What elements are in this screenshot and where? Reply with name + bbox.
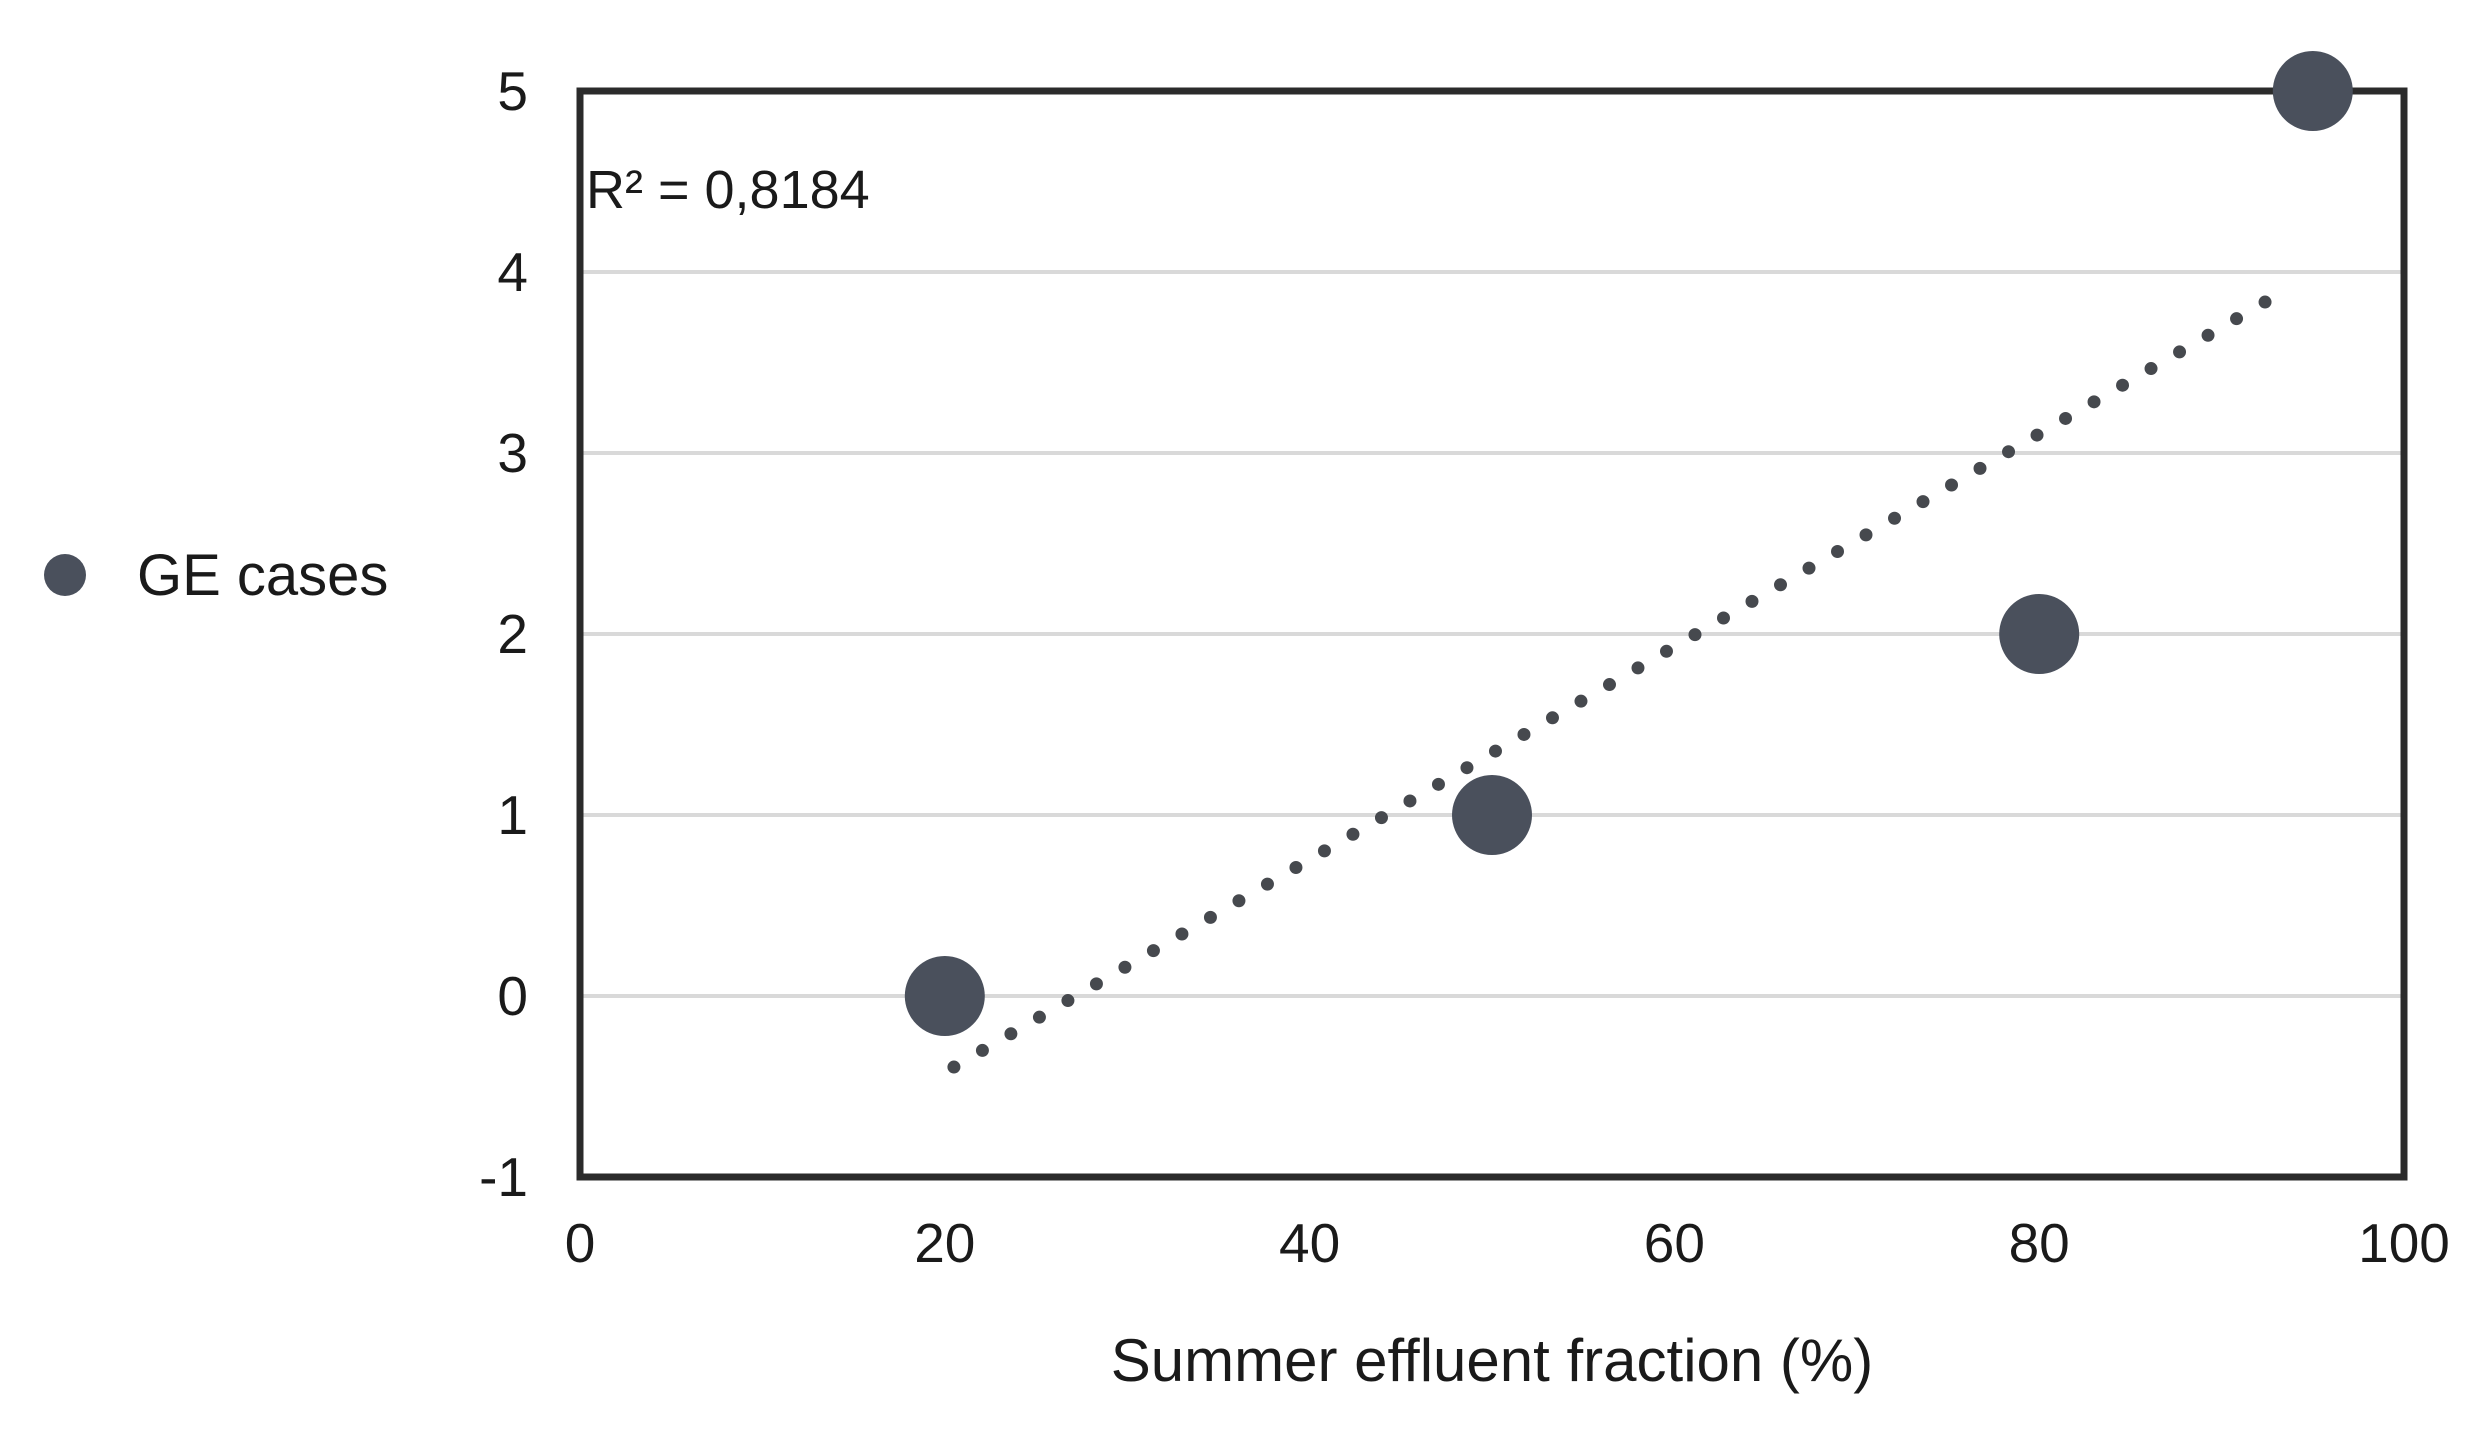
x-axis-title: Summer effluent fraction (%) <box>1111 1327 1874 1394</box>
y-tick-label-1: 1 <box>497 784 528 846</box>
legend-marker-icon <box>44 554 86 596</box>
legend-label: GE cases <box>137 543 388 608</box>
x-tick-label-0: 0 <box>565 1212 596 1274</box>
trendline <box>947 288 2283 1074</box>
y-tick-label-3: 3 <box>497 422 528 484</box>
data-point-50-1 <box>1452 775 1532 855</box>
x-axis-tick-labels: 0 20 40 60 80 100 <box>565 1212 2450 1274</box>
data-point-95-5 <box>2272 51 2353 131</box>
x-tick-label-80: 80 <box>2009 1212 2070 1274</box>
r-squared-annotation: R² = 0,8184 <box>586 160 870 220</box>
x-tick-label-100: 100 <box>2358 1212 2450 1274</box>
y-tick-label--1: -1 <box>479 1146 528 1208</box>
data-point-80-2 <box>1999 594 2080 674</box>
data-point-20-0 <box>904 956 985 1036</box>
data-points <box>904 51 2353 1036</box>
x-tick-label-60: 60 <box>1644 1212 1705 1274</box>
plot-border <box>576 87 2408 1181</box>
y-tick-label-2: 2 <box>497 603 528 665</box>
y-tick-label-4: 4 <box>497 241 528 303</box>
y-tick-label-5: 5 <box>497 60 528 122</box>
y-tick-label-0: 0 <box>497 965 528 1027</box>
legend: GE cases <box>44 543 388 608</box>
gridlines <box>580 270 2404 998</box>
x-tick-label-20: 20 <box>914 1212 975 1274</box>
y-axis-tick-labels: -1 0 1 2 3 4 5 <box>479 60 528 1208</box>
x-tick-label-40: 40 <box>1279 1212 1340 1274</box>
